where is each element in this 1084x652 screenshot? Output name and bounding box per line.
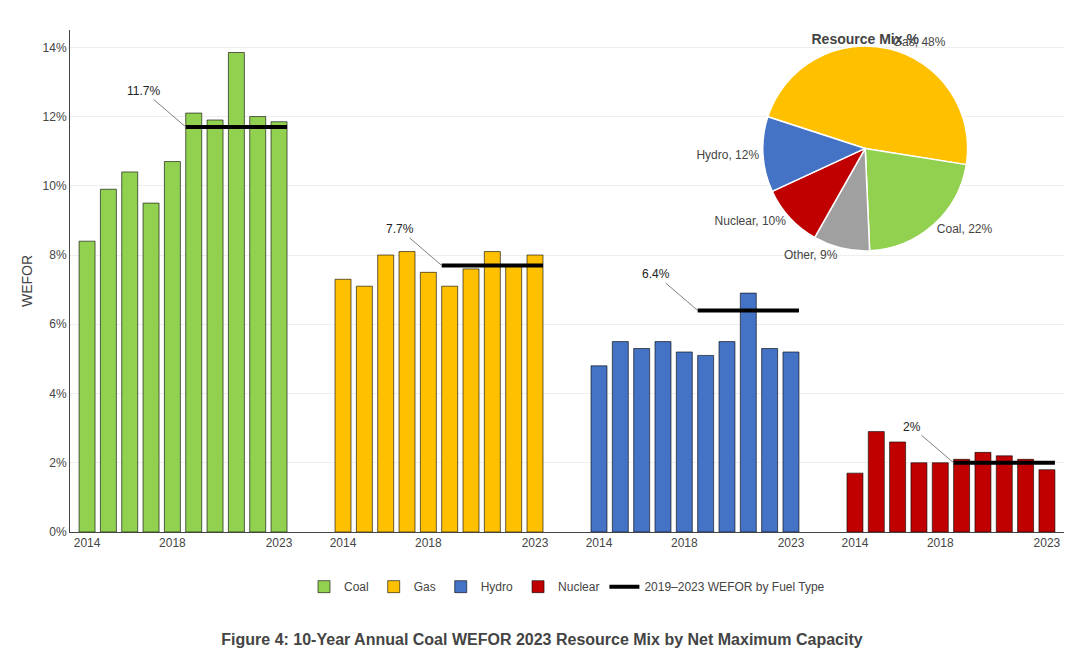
svg-text:8%: 8% (49, 248, 67, 262)
svg-text:14%: 14% (43, 41, 67, 55)
svg-text:2%: 2% (49, 456, 67, 470)
svg-text:2018: 2018 (159, 536, 186, 550)
svg-text:12%: 12% (43, 110, 67, 124)
svg-text:2023: 2023 (522, 536, 549, 550)
svg-text:4%: 4% (49, 387, 67, 401)
svg-text:7.7%: 7.7% (386, 222, 414, 236)
svg-text:Coal, 22%: Coal, 22% (937, 222, 993, 236)
svg-text:2%: 2% (903, 420, 921, 434)
svg-text:6.4%: 6.4% (642, 267, 670, 281)
svg-text:Hydro: Hydro (481, 580, 513, 594)
svg-text:6%: 6% (49, 317, 67, 331)
svg-text:2023: 2023 (1034, 536, 1061, 550)
svg-text:2018: 2018 (671, 536, 698, 550)
svg-text:Other, 9%: Other, 9% (784, 248, 838, 262)
svg-text:2023: 2023 (266, 536, 293, 550)
svg-text:2014: 2014 (586, 536, 613, 550)
svg-text:2018: 2018 (415, 536, 442, 550)
svg-text:0%: 0% (49, 525, 67, 539)
svg-text:Nuclear: Nuclear (558, 580, 599, 594)
svg-text:10%: 10% (43, 179, 67, 193)
svg-text:2014: 2014 (330, 536, 357, 550)
svg-text:2014: 2014 (842, 536, 869, 550)
svg-text:Hydro, 12%: Hydro, 12% (696, 148, 759, 162)
svg-text:Gas: Gas (414, 580, 436, 594)
svg-text:Resource Mix %: Resource Mix % (812, 31, 920, 47)
svg-text:11.7%: 11.7% (127, 84, 160, 98)
svg-text:Coal: Coal (344, 580, 369, 594)
svg-text:Nuclear, 10%: Nuclear, 10% (715, 214, 787, 228)
svg-text:2023: 2023 (778, 536, 805, 550)
svg-text:WEFOR: WEFOR (19, 255, 35, 307)
svg-text:2019–2023 WEFOR by Fuel Type: 2019–2023 WEFOR by Fuel Type (644, 580, 824, 594)
svg-text:2018: 2018 (927, 536, 954, 550)
svg-text:Gas, 48%: Gas, 48% (893, 35, 946, 49)
svg-text:2014: 2014 (74, 536, 101, 550)
svg-text:Figure 4: 10-Year Annual Coal: Figure 4: 10-Year Annual Coal WEFOR 2023… (221, 631, 862, 648)
